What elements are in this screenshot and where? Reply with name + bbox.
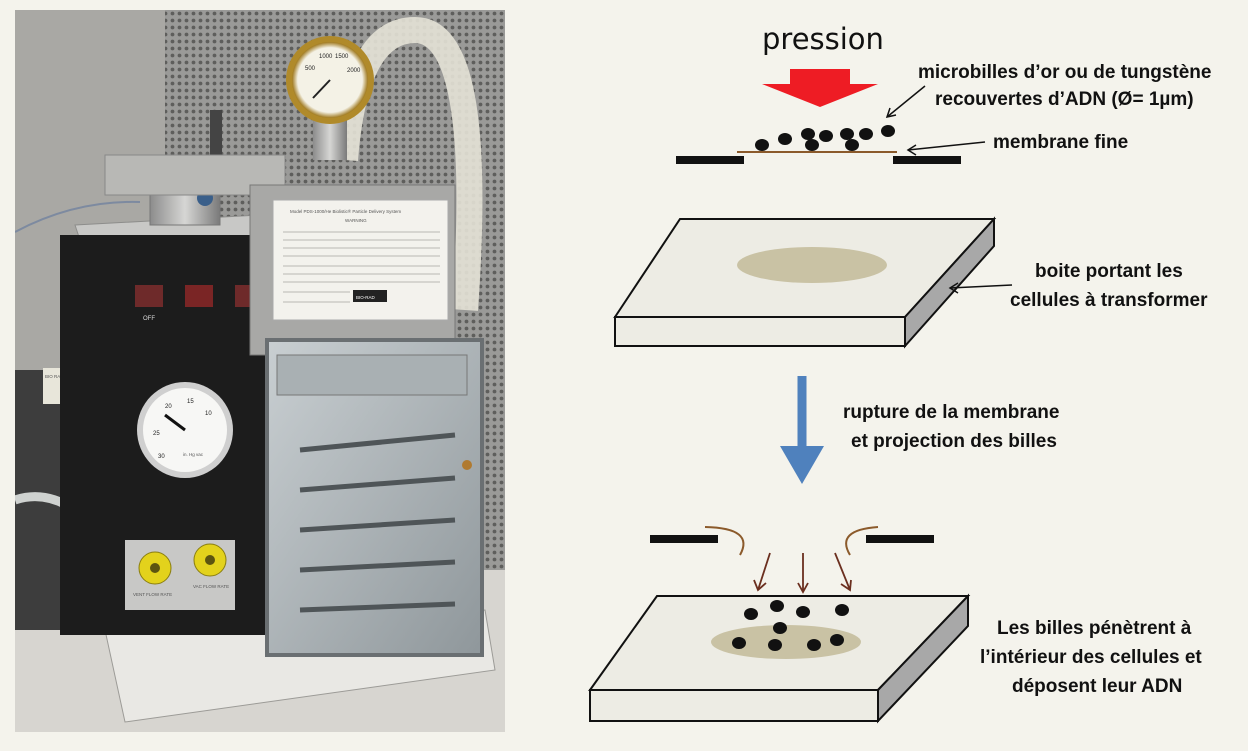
pressure-gauge: 500 1000 1500 2000 (286, 36, 374, 124)
gauge-tick-2: 1500 (335, 54, 349, 60)
gauge-tick-0: 500 (305, 66, 316, 72)
particle (732, 637, 746, 649)
vac-unit: in. Hg vac (183, 452, 204, 457)
dish-label-line1: boite portant les (1035, 261, 1183, 282)
vac-tick-25: 25 (153, 431, 160, 437)
microparticles (755, 125, 895, 151)
particle (768, 639, 782, 651)
door-latch-icon (462, 460, 472, 470)
vac-knob: VAC FLOW RATE (193, 543, 229, 589)
particle (845, 139, 859, 151)
vacuum-gauge: 20 15 10 25 30 in. Hg vac (137, 382, 233, 478)
off-label: OFF (143, 316, 155, 322)
culture-dish-bottom (588, 593, 971, 724)
rupture-label-line2: et projection des billes (851, 431, 1057, 452)
dish-pointer (949, 284, 1013, 289)
projection-arrow (834, 552, 851, 591)
rupture-label-line1: rupture de la membrane (843, 402, 1059, 423)
particle (807, 639, 821, 651)
holder-left-after (650, 535, 718, 543)
instruction-panel: Model PDS-1000/He Biolistic® Particle De… (272, 199, 449, 321)
particle (830, 634, 844, 646)
particle (805, 139, 819, 151)
result-label-line1: Les billes pénètrent à (997, 618, 1192, 639)
vac-tick-15: 15 (187, 399, 194, 405)
gauge-tick-1: 1000 (319, 54, 333, 60)
projection-arrow (757, 552, 771, 591)
vent-knob-label: VENT FLOW RATE (133, 592, 172, 597)
membrane-flap-left (704, 526, 745, 556)
vac-tick-10: 10 (205, 411, 212, 417)
membrane-flap-right (845, 526, 879, 556)
pressure-arrow (762, 69, 878, 107)
holder-right (893, 156, 961, 164)
particle (801, 128, 815, 140)
result-label-line2: l’intérieur des cellules et (980, 647, 1202, 668)
down-arrow-head (780, 446, 824, 484)
pressure-label: pression (762, 22, 884, 56)
dish-label-line2: cellules à transformer (1010, 290, 1208, 311)
membrane-pointer (907, 141, 986, 151)
gauge-tick-3: 2000 (347, 68, 361, 74)
particle (840, 128, 854, 140)
particle (835, 604, 849, 616)
vac-tick-30: 30 (158, 454, 165, 460)
particle (755, 139, 769, 151)
particles-label-line1: microbilles d’or ou de tungstène (918, 62, 1211, 83)
gene-gun-photo: BIO RAD TRAY ALL OCCLUD 500 1000 1500 20… (15, 10, 505, 732)
thin-tube (15, 200, 141, 233)
particle (744, 608, 758, 620)
vac-knob-label: VAC FLOW RATE (193, 584, 229, 589)
particle (773, 622, 787, 634)
particle (770, 600, 784, 612)
holder-left (676, 156, 744, 164)
particles-pointer (886, 85, 926, 118)
cell-area-bottom (711, 625, 861, 659)
particle (778, 133, 792, 145)
cell-area (737, 247, 887, 283)
projection-arrows (753, 552, 852, 594)
panel-subtitle: WARNING (345, 218, 367, 223)
culture-dish-top (613, 216, 997, 349)
vent-knob: VENT FLOW RATE (133, 551, 172, 597)
particle (859, 128, 873, 140)
chamber-door (265, 338, 484, 657)
membrane-label: membrane fine (993, 132, 1128, 153)
holder-right-after (866, 535, 934, 543)
particle (796, 606, 810, 618)
result-label-line3: déposent leur ADN (1012, 676, 1182, 697)
panel-title: Model PDS-1000/He Biolistic® Particle De… (290, 208, 401, 214)
brand-label: BIO-RAD (356, 295, 376, 300)
vac-tick-20: 20 (165, 404, 172, 410)
particles-label-line2: recouvertes d’ADN (Ø= 1µm) (935, 89, 1194, 110)
particle (881, 125, 895, 137)
particle (819, 130, 833, 142)
